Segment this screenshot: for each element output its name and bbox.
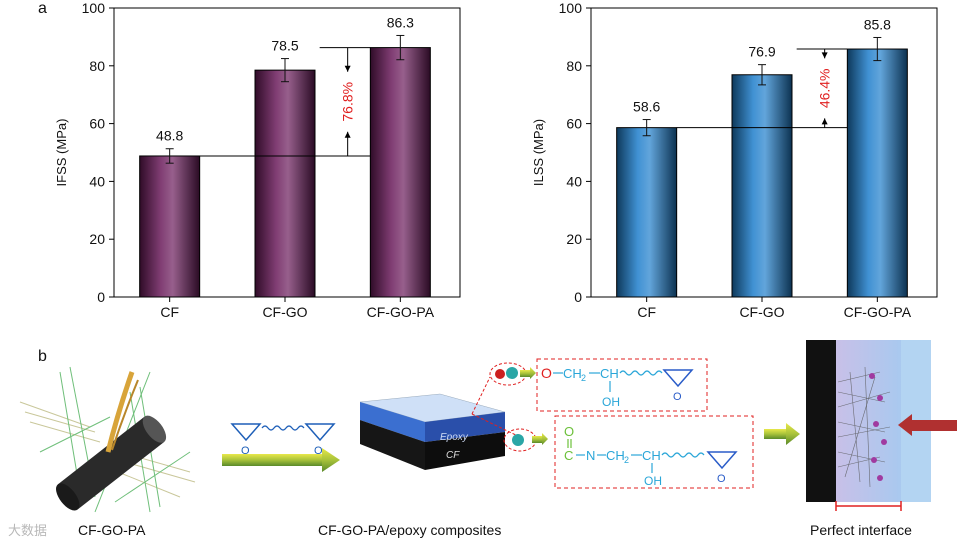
data-label: 58.6 bbox=[633, 99, 660, 115]
y-tick-label: 80 bbox=[89, 58, 105, 74]
svg-text:C: C bbox=[564, 448, 573, 463]
data-label: 85.8 bbox=[864, 16, 891, 32]
interface-arrow bbox=[764, 423, 800, 445]
y-axis-label: ILSS (MPa) bbox=[531, 119, 546, 186]
data-label: 78.5 bbox=[271, 38, 298, 54]
epoxy-molecule: O O bbox=[230, 423, 336, 457]
data-label: 76.9 bbox=[748, 44, 775, 60]
svg-text:O: O bbox=[564, 424, 574, 439]
caption-perfect-interface: Perfect interface bbox=[810, 522, 912, 538]
caption-cf-go-pa: CF-GO-PA bbox=[78, 522, 146, 538]
x-tick-label: CF bbox=[637, 304, 656, 320]
reaction-1: O CH 2 CH OH O bbox=[489, 358, 708, 412]
svg-text:O: O bbox=[314, 445, 323, 457]
arrow-head bbox=[344, 131, 351, 138]
bar bbox=[139, 155, 201, 298]
y-tick-label: 100 bbox=[559, 0, 583, 16]
svg-text:OH: OH bbox=[644, 474, 662, 488]
y-tick-label: 20 bbox=[89, 231, 105, 247]
svg-text:CH: CH bbox=[600, 366, 619, 381]
y-tick-label: 40 bbox=[566, 173, 582, 189]
svg-text:CH: CH bbox=[606, 448, 625, 463]
svg-text:Epoxy: Epoxy bbox=[440, 432, 469, 443]
bar bbox=[369, 47, 431, 298]
svg-text:CH: CH bbox=[563, 366, 582, 381]
increase-label: 46.4% bbox=[817, 68, 833, 108]
svg-text:CF: CF bbox=[446, 450, 460, 461]
svg-text:O: O bbox=[541, 365, 552, 381]
y-axis-label: IFSS (MPa) bbox=[54, 119, 69, 187]
svg-text:2: 2 bbox=[581, 373, 586, 383]
x-tick-label: CF-GO bbox=[739, 304, 784, 320]
ifss-chart: 0 20 40 60 80 100 IFSS (MPa) CF 48.8 CF-GO 78.5 CF-… bbox=[54, 0, 461, 320]
caption-composites: CF-GO-PA/epoxy composites bbox=[318, 522, 502, 538]
x-tick-label: CF-GO-PA bbox=[367, 304, 435, 320]
panel-a-label: a bbox=[38, 0, 47, 17]
reaction-2: O C N CH 2 CH OH O bbox=[503, 415, 754, 489]
svg-text:O: O bbox=[241, 445, 250, 457]
svg-text:O: O bbox=[673, 391, 682, 403]
bar bbox=[616, 127, 678, 298]
schematic-diagram: O O Epoxy CF O CH 2 CH OH O bbox=[19, 340, 957, 513]
y-tick-label: 100 bbox=[82, 0, 106, 16]
svg-text:N: N bbox=[586, 448, 595, 463]
x-tick-label: CF-GO-PA bbox=[844, 304, 912, 320]
composite-block: Epoxy CF bbox=[359, 376, 521, 470]
bar bbox=[731, 74, 793, 298]
y-tick-label: 80 bbox=[566, 58, 582, 74]
arrow-head bbox=[821, 118, 828, 125]
increase-label: 76.8% bbox=[340, 82, 356, 122]
bar bbox=[254, 69, 316, 298]
svg-text:2: 2 bbox=[624, 455, 629, 465]
bar bbox=[846, 48, 908, 298]
interface-illustration bbox=[806, 340, 957, 511]
y-tick-label: 60 bbox=[566, 116, 582, 132]
y-tick-label: 0 bbox=[97, 289, 105, 305]
y-tick-label: 20 bbox=[566, 231, 582, 247]
ilss-chart: 0 20 40 60 80 100 ILSS (MPa) CF 58.6 CF-GO 76.9 CF-… bbox=[531, 0, 938, 320]
y-tick-label: 0 bbox=[574, 289, 582, 305]
svg-text:OH: OH bbox=[602, 395, 620, 409]
arrow-head bbox=[821, 52, 828, 59]
reaction-arrow bbox=[222, 448, 340, 472]
data-label: 86.3 bbox=[387, 14, 414, 30]
svg-text:O: O bbox=[717, 473, 726, 485]
x-tick-label: CF-GO bbox=[262, 304, 307, 320]
y-tick-label: 60 bbox=[89, 116, 105, 132]
watermark: 大数据 bbox=[8, 524, 48, 539]
panel-b-label: b bbox=[38, 348, 47, 365]
arrow-head bbox=[344, 65, 351, 72]
svg-text:CH: CH bbox=[642, 448, 661, 463]
x-tick-label: CF bbox=[160, 304, 179, 320]
data-label: 48.8 bbox=[156, 128, 183, 144]
y-tick-label: 40 bbox=[89, 173, 105, 189]
cf-go-pa-fiber-illustration bbox=[19, 366, 196, 513]
